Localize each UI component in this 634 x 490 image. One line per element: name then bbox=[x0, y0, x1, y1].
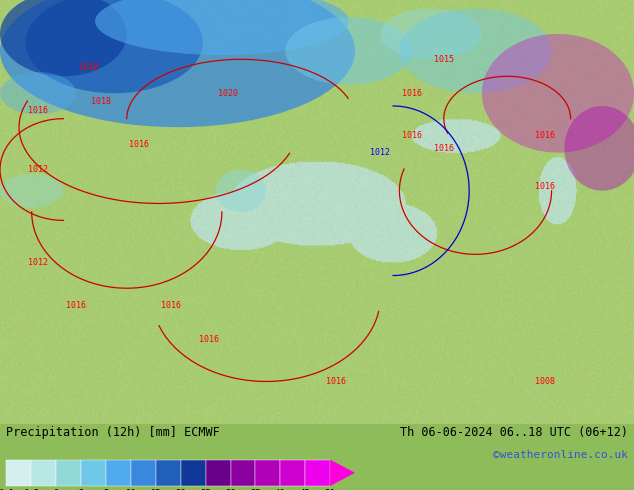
Text: 1018: 1018 bbox=[91, 97, 112, 106]
Text: 1016: 1016 bbox=[79, 63, 99, 73]
Text: 0.1: 0.1 bbox=[0, 489, 15, 490]
Text: 1008: 1008 bbox=[535, 377, 555, 386]
Text: 0.5: 0.5 bbox=[23, 489, 39, 490]
Text: 1012: 1012 bbox=[28, 165, 48, 174]
Bar bbox=[6, 460, 31, 486]
Text: 1016: 1016 bbox=[129, 140, 150, 148]
Text: 1016: 1016 bbox=[434, 144, 454, 153]
Bar bbox=[205, 460, 231, 486]
Text: 5: 5 bbox=[103, 489, 108, 490]
Text: 1016: 1016 bbox=[199, 335, 219, 343]
Bar bbox=[131, 460, 156, 486]
Polygon shape bbox=[330, 460, 355, 486]
Bar bbox=[231, 460, 256, 486]
Text: 40: 40 bbox=[275, 489, 286, 490]
Ellipse shape bbox=[0, 0, 355, 127]
Text: 1020: 1020 bbox=[218, 89, 238, 98]
Bar bbox=[156, 460, 181, 486]
Text: 1016: 1016 bbox=[161, 301, 181, 310]
Text: 1: 1 bbox=[53, 489, 59, 490]
Bar bbox=[305, 460, 330, 486]
Bar bbox=[106, 460, 131, 486]
Text: 20: 20 bbox=[176, 489, 186, 490]
Text: 1016: 1016 bbox=[535, 182, 555, 191]
Ellipse shape bbox=[285, 17, 412, 85]
Text: 1016: 1016 bbox=[402, 131, 422, 140]
Ellipse shape bbox=[0, 72, 76, 115]
Bar bbox=[256, 460, 280, 486]
Bar bbox=[31, 460, 56, 486]
Ellipse shape bbox=[0, 174, 63, 208]
Text: 50: 50 bbox=[325, 489, 335, 490]
Text: 30: 30 bbox=[225, 489, 236, 490]
Bar bbox=[81, 460, 106, 486]
Text: 1016: 1016 bbox=[28, 106, 48, 115]
Ellipse shape bbox=[0, 0, 127, 76]
Bar bbox=[181, 460, 205, 486]
Text: 45: 45 bbox=[300, 489, 311, 490]
Ellipse shape bbox=[399, 8, 552, 93]
Text: 1016: 1016 bbox=[326, 377, 346, 386]
Ellipse shape bbox=[216, 170, 266, 212]
Text: 1012: 1012 bbox=[370, 148, 391, 157]
Ellipse shape bbox=[482, 34, 634, 152]
Text: Precipitation (12h) [mm] ECMWF: Precipitation (12h) [mm] ECMWF bbox=[6, 426, 220, 439]
Text: 35: 35 bbox=[250, 489, 261, 490]
Bar bbox=[280, 460, 305, 486]
Ellipse shape bbox=[564, 106, 634, 191]
Text: ©weatheronline.co.uk: ©weatheronline.co.uk bbox=[493, 450, 628, 460]
Text: 15: 15 bbox=[150, 489, 161, 490]
Ellipse shape bbox=[25, 0, 203, 93]
Text: 1015: 1015 bbox=[434, 55, 454, 64]
Ellipse shape bbox=[380, 8, 482, 59]
Text: Th 06-06-2024 06..18 UTC (06+12): Th 06-06-2024 06..18 UTC (06+12) bbox=[399, 426, 628, 439]
Text: 1016: 1016 bbox=[535, 131, 555, 140]
Text: 1016: 1016 bbox=[66, 301, 86, 310]
Bar bbox=[56, 460, 81, 486]
Text: 10: 10 bbox=[126, 489, 136, 490]
Text: 1016: 1016 bbox=[402, 89, 422, 98]
Ellipse shape bbox=[95, 0, 349, 55]
Text: 25: 25 bbox=[200, 489, 211, 490]
Text: 2: 2 bbox=[79, 489, 84, 490]
Text: 1012: 1012 bbox=[28, 258, 48, 267]
